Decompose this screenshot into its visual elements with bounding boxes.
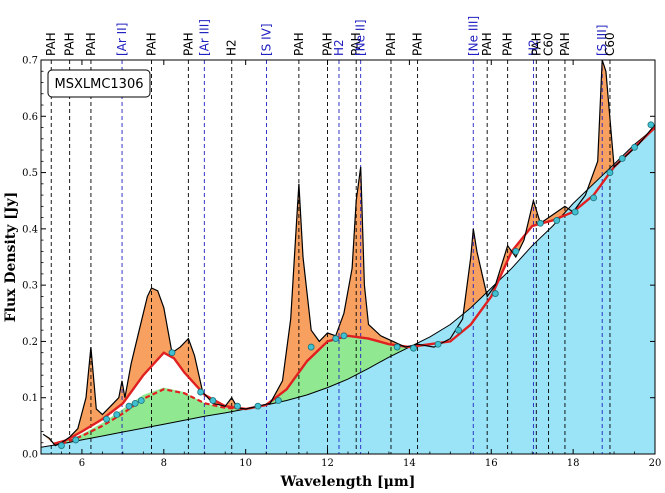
feature-label-14: PAH: [384, 32, 398, 56]
feature-label-24: C60: [603, 32, 617, 56]
y-tick-label: 0.2: [22, 337, 38, 348]
x-tick-label: 8: [161, 458, 167, 469]
legend-frame: [47, 69, 151, 98]
anchor-point: [455, 326, 462, 334]
anchor-point: [332, 335, 340, 343]
feature-label-19: H2: [526, 39, 540, 56]
x-tick-label: 10: [239, 458, 252, 469]
x-tick-label: 14: [403, 458, 416, 469]
feature-label-16: [Ne III]: [466, 16, 480, 56]
anchor-point: [553, 217, 561, 224]
anchor-point: [410, 344, 417, 352]
feature-label-22: PAH: [558, 32, 572, 56]
feature-label-12: PAH: [349, 32, 363, 56]
feature-label-8: [S IV]: [260, 23, 274, 56]
anchor-point: [125, 402, 133, 410]
x-tick-label: 20: [649, 458, 662, 469]
continuum-area: [41, 127, 655, 454]
anchor-point: [137, 397, 145, 404]
y-axis-title: Flux Density [Jy]: [3, 192, 19, 323]
anchor-point: [590, 194, 597, 202]
feature-label-15: PAH: [411, 32, 425, 56]
legend-box: MSXLMC1306: [47, 69, 151, 98]
feature-label-2: PAH: [84, 32, 98, 56]
anchor-point: [72, 436, 80, 444]
anchor-point: [571, 208, 579, 216]
anchor-point: [275, 397, 282, 404]
anchor-point: [631, 143, 638, 151]
y-tick-label: 0.6: [22, 112, 38, 123]
x-tick-label: 12: [321, 458, 334, 469]
anchor-point: [647, 121, 655, 129]
anchor-point: [340, 332, 348, 340]
anchor-point: [434, 340, 442, 348]
anchor-point: [536, 219, 544, 227]
feature-label-11: H2: [332, 39, 346, 56]
y-tick-label: 0.7: [22, 56, 38, 67]
feature-label-9: PAH: [292, 32, 306, 56]
anchor-point: [103, 415, 110, 423]
anchor-point: [512, 247, 520, 255]
anchor-point: [131, 399, 139, 407]
plateau-area: [53, 335, 410, 446]
feature-label-0: PAH: [44, 32, 58, 56]
anchor-point: [58, 442, 65, 449]
anchor-point: [307, 343, 315, 351]
feature-label-23: [S III]: [595, 25, 609, 56]
feature-label-1: PAH: [63, 32, 77, 56]
feature-label-21: C60: [542, 32, 556, 56]
x-tick-label: 6: [79, 458, 85, 469]
feature-label-4: PAH: [145, 32, 159, 56]
feature-label-3: [Ar II]: [115, 23, 129, 56]
feature-label-7: H2: [225, 39, 239, 56]
anchor-point: [618, 155, 626, 162]
y-tick-label: 0.5: [22, 168, 38, 179]
y-tick-label: 0.1: [22, 393, 38, 404]
feature-label-6: [Ar III]: [197, 19, 211, 56]
anchor-point: [606, 169, 614, 176]
y-tick-label: 0.4: [22, 224, 38, 235]
feature-label-5: PAH: [181, 32, 195, 56]
feature-label-13: [Ne II]: [354, 19, 368, 56]
x-tick-label: 16: [485, 458, 498, 469]
x-tick-label: 18: [567, 458, 580, 469]
y-tick-label: 0.0: [22, 450, 38, 461]
anchor-point: [197, 388, 205, 396]
anchor-point: [393, 343, 401, 351]
anchor-point: [113, 411, 121, 419]
feature-label-18: PAH: [501, 32, 515, 56]
anchor-point: [254, 402, 262, 410]
spectrum-line: [42, 60, 655, 447]
anchor-point: [209, 397, 217, 404]
chart-title: MSXLMC1306: [55, 77, 144, 92]
feature-label-10: PAH: [321, 32, 335, 56]
feature-label-20: PAH: [529, 32, 543, 56]
anchor-point: [491, 290, 499, 297]
x-axis-title: Wavelength [μm]: [280, 474, 416, 490]
feature-label-17: PAH: [480, 32, 494, 56]
y-tick-label: 0.3: [22, 281, 38, 292]
anchor-point: [234, 402, 241, 410]
continuum-line: [41, 127, 655, 448]
plateau-dashed-line: [61, 388, 246, 445]
anchor-point: [168, 349, 176, 357]
